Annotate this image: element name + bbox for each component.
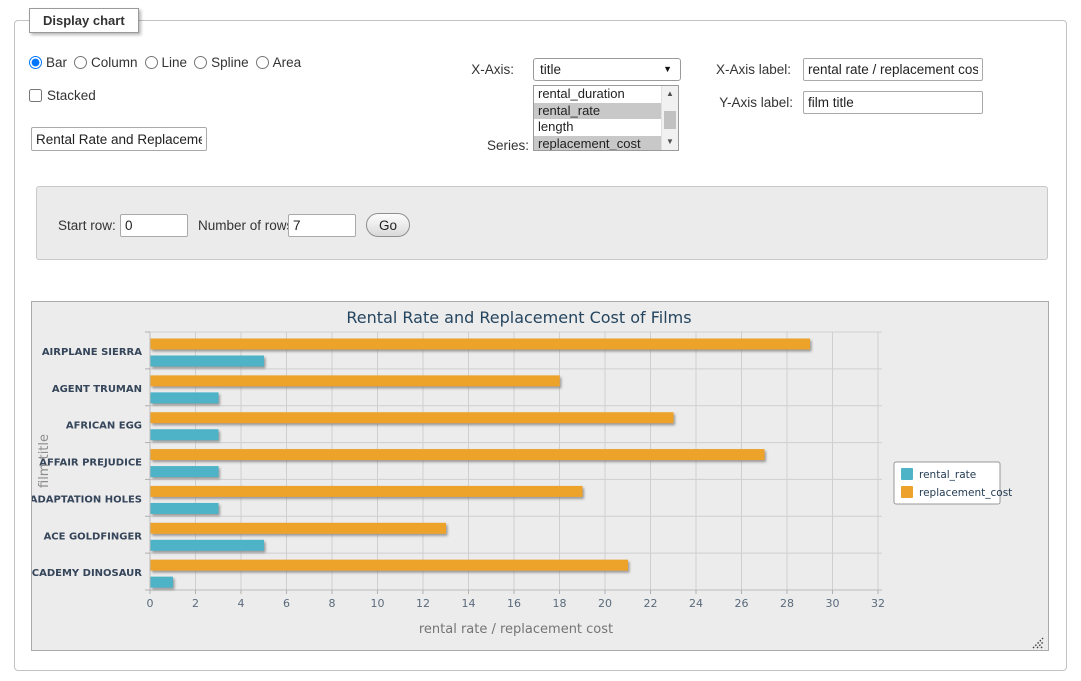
x-tick-label: 24 — [689, 597, 703, 610]
x-tick-label: 4 — [238, 597, 245, 610]
bar-replacement_cost-4[interactable] — [151, 486, 583, 497]
series-option-replacement_cost[interactable]: replacement_cost — [534, 136, 661, 152]
category-label: AFFAIR PREJUDICE — [39, 458, 142, 469]
bar-rental_rate-3[interactable] — [151, 466, 219, 477]
category-label: AGENT TRUMAN — [52, 384, 142, 395]
chart-type-option-line[interactable]: Line — [145, 55, 188, 70]
number-of-rows-label: Number of rows: — [198, 218, 297, 233]
x-axis-label-input[interactable] — [803, 58, 983, 81]
bar-replacement_cost-2[interactable] — [151, 412, 674, 423]
chart-type-radio-spline[interactable] — [194, 56, 207, 69]
go-button[interactable]: Go — [366, 213, 410, 237]
chart-title-input[interactable] — [31, 127, 207, 151]
bar-rental_rate-2[interactable] — [151, 429, 219, 440]
start-row-input[interactable] — [120, 214, 188, 237]
bar-replacement_cost-5[interactable] — [151, 523, 447, 534]
series-option-length[interactable]: length — [534, 119, 661, 136]
x-axis-select[interactable]: title ▼ — [533, 58, 681, 81]
x-tick-label: 30 — [826, 597, 840, 610]
start-row-label: Start row: — [58, 218, 116, 233]
x-axis-select-value: title — [540, 62, 561, 77]
resize-handle-icon[interactable] — [1033, 638, 1043, 648]
chart-type-label-area: Area — [273, 55, 302, 70]
stacked-checkbox[interactable] — [29, 89, 42, 102]
x-tick-label: 22 — [644, 597, 658, 610]
series-select-label: Series: — [419, 138, 529, 153]
x-tick-label: 8 — [329, 597, 336, 610]
chart-type-radio-group: Bar Column Line Spline Area — [29, 55, 301, 70]
x-tick-label: 6 — [283, 597, 290, 610]
x-tick-label: 2 — [192, 597, 199, 610]
stacked-label: Stacked — [47, 88, 96, 103]
bar-rental_rate-1[interactable] — [151, 392, 219, 403]
category-label: ADAPTATION HOLES — [32, 494, 142, 505]
chart-type-option-bar[interactable]: Bar — [29, 55, 67, 70]
x-tick-label: 14 — [462, 597, 476, 610]
bar-replacement_cost-6[interactable] — [151, 560, 629, 571]
x-axis-title: rental rate / replacement cost — [419, 622, 613, 637]
series-option-rental_rate[interactable]: rental_rate — [534, 103, 661, 120]
category-label: ACE GOLDFINGER — [44, 531, 143, 542]
bar-replacement_cost-3[interactable] — [151, 449, 765, 460]
x-tick-label: 26 — [735, 597, 749, 610]
bar-rental_rate-5[interactable] — [151, 540, 265, 551]
x-tick-label: 28 — [780, 597, 794, 610]
x-tick-label: 16 — [507, 597, 521, 610]
category-label: AIRPLANE SIERRA — [42, 347, 142, 358]
chart-type-option-spline[interactable]: Spline — [194, 55, 249, 70]
x-tick-label: 12 — [416, 597, 430, 610]
x-tick-label: 0 — [147, 597, 154, 610]
chart-title: Rental Rate and Replacement Cost of Film… — [346, 308, 691, 327]
chart-type-label-spline: Spline — [211, 55, 249, 70]
chart-svg: 02468101214161820222426283032AIRPLANE SI… — [32, 302, 1048, 650]
resize-grip-line — [1041, 646, 1043, 648]
chart-type-radio-area[interactable] — [256, 56, 269, 69]
x-tick-label: 18 — [553, 597, 567, 610]
bar-rental_rate-0[interactable] — [151, 356, 265, 367]
scroll-down-icon[interactable]: ▼ — [662, 134, 678, 150]
chart-type-option-column[interactable]: Column — [74, 55, 138, 70]
stacked-option[interactable]: Stacked — [29, 88, 96, 103]
pagination-panel: Start row: Number of rows: Go — [36, 186, 1048, 260]
legend-swatch — [901, 468, 913, 480]
chart-type-radio-line[interactable] — [145, 56, 158, 69]
category-label: ACADEMY DINOSAUR — [32, 568, 142, 579]
legend-label: rental_rate — [919, 469, 976, 481]
chart-type-label-line: Line — [162, 55, 188, 70]
y-axis-label-input[interactable] — [803, 91, 983, 114]
display-chart-panel: Display chart BarColumnLineSplineArea St… — [14, 20, 1067, 671]
category-label: AFRICAN EGG — [66, 421, 142, 432]
chart-legend: rental_rate replacement_cost — [894, 462, 1012, 504]
series-listbox[interactable]: rental_durationrental_ratelengthreplacem… — [533, 85, 679, 151]
bar-rental_rate-6[interactable] — [151, 577, 174, 588]
legend-item-rental_rate[interactable]: rental_rate — [901, 468, 976, 481]
chart-container: 02468101214161820222426283032AIRPLANE SI… — [31, 301, 1049, 651]
chart-type-radio-column[interactable] — [74, 56, 87, 69]
bar-rental_rate-4[interactable] — [151, 503, 219, 514]
chart-type-radio-bar[interactable] — [29, 56, 42, 69]
x-tick-label: 10 — [371, 597, 385, 610]
chart-type-label-bar: Bar — [46, 55, 67, 70]
number-of-rows-input[interactable] — [288, 214, 356, 237]
bar-replacement_cost-0[interactable] — [151, 339, 811, 350]
chart-type-label-column: Column — [91, 55, 138, 70]
legend-label: replacement_cost — [919, 487, 1012, 499]
y-axis-title: film title — [37, 434, 52, 488]
panel-legend: Display chart — [29, 8, 139, 33]
y-axis-label-label: Y-Axis label: — [665, 95, 793, 110]
x-axis-label-label: X-Axis label: — [665, 62, 791, 77]
chart-type-option-area[interactable]: Area — [256, 55, 302, 70]
series-option-rental_duration[interactable]: rental_duration — [534, 86, 661, 103]
x-tick-label: 20 — [598, 597, 612, 610]
scrollbar-thumb[interactable] — [664, 111, 676, 129]
x-axis-select-label: X-Axis: — [419, 62, 514, 77]
bar-replacement_cost-1[interactable] — [151, 375, 560, 386]
x-tick-label: 32 — [871, 597, 885, 610]
legend-swatch — [901, 486, 913, 498]
